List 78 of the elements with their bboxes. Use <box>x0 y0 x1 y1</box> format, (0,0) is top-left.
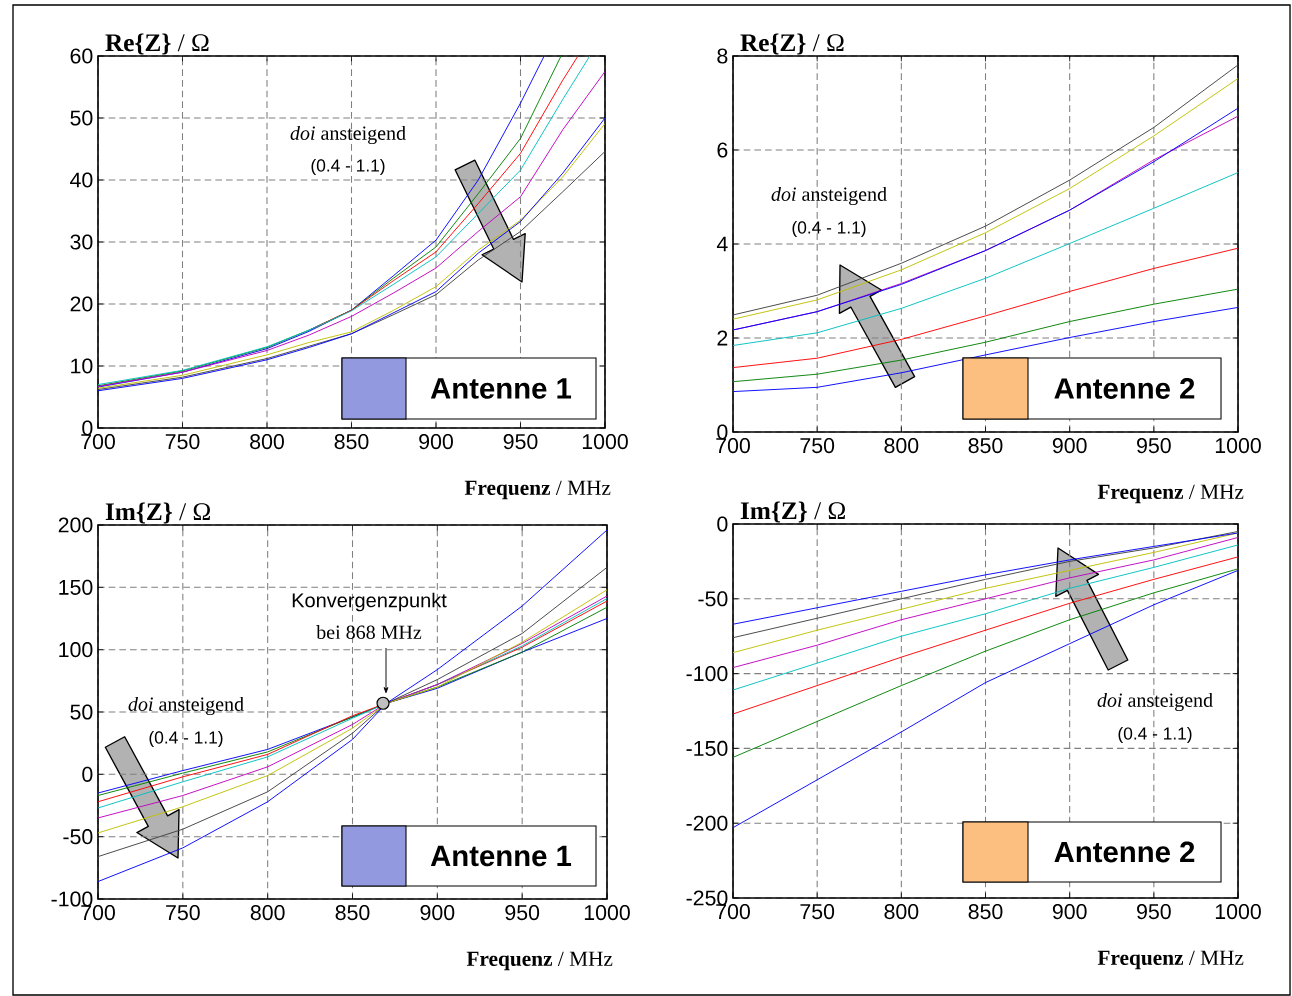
annotation: doi ansteigend <box>290 125 406 145</box>
x-tick-label: 700 <box>81 905 115 921</box>
x-tick-label: 750 <box>166 905 200 921</box>
x-tick-label: 1000 <box>584 905 630 921</box>
y-tick-label: 200 <box>58 517 93 533</box>
x-tick-label: 800 <box>884 904 919 920</box>
line-series <box>98 529 607 883</box>
y-tick-label: 6 <box>717 142 728 158</box>
x-tick-label: 800 <box>250 905 285 921</box>
x-tick-label: 1000 <box>582 434 628 450</box>
x-tick-label: 1000 <box>1215 904 1261 920</box>
x-tick-label: 850 <box>334 434 369 450</box>
x-axis-title: Frequenz / MHz <box>1097 484 1244 504</box>
x-tick-label: 800 <box>884 438 919 454</box>
y-tick-label: 50 <box>70 704 93 720</box>
x-axis-title: Frequenz / MHz <box>1097 950 1244 970</box>
y-tick-label: 60 <box>70 48 93 64</box>
x-tick-label: 850 <box>968 904 1003 920</box>
y-tick-label: -250 <box>686 890 728 906</box>
annotation: bei 868 MHz <box>316 624 422 640</box>
y-tick-label: -50 <box>63 829 93 845</box>
x-tick-label: 700 <box>716 438 750 454</box>
x-tick-label: 900 <box>1052 438 1087 454</box>
y-tick-label: -200 <box>686 815 728 831</box>
y-tick-label: 0 <box>717 424 728 440</box>
y-tick-label: 20 <box>70 296 93 312</box>
y-tick-label: 8 <box>717 48 728 64</box>
annotation: Konvergenzpunkt <box>292 592 447 612</box>
x-tick-label: 950 <box>505 905 540 921</box>
annotation: Antenne 1 <box>430 378 572 399</box>
x-tick-label: 750 <box>800 438 835 454</box>
y-tick-label: 150 <box>59 579 93 595</box>
y-tick-label: -50 <box>698 591 728 607</box>
annotation: (0.4 - 1.1) <box>311 158 385 176</box>
annotation: Antenne 1 <box>430 845 572 867</box>
annotation: Antenne 2 <box>1054 378 1195 399</box>
y-axis-title: Re{Z} / Ω <box>105 33 209 55</box>
y-axis-title: Im{Z} / Ω <box>105 502 210 524</box>
y-tick-label: 0 <box>82 766 93 782</box>
x-tick-label: 900 <box>419 434 453 450</box>
x-axis-title: Frequenz / MHz <box>466 951 613 971</box>
annotation: doi ansteigend <box>771 186 887 206</box>
y-tick-label: 40 <box>70 172 93 188</box>
y-tick-label: 2 <box>717 330 728 346</box>
x-tick-label: 900 <box>1052 904 1087 920</box>
y-tick-label: 10 <box>71 358 93 374</box>
annotation: Antenne 2 <box>1054 841 1195 863</box>
x-tick-label: 800 <box>250 434 284 450</box>
y-tick-label: 30 <box>70 234 93 250</box>
line-series <box>733 172 1239 346</box>
x-tick-label: 700 <box>81 434 115 450</box>
x-tick-label: 900 <box>420 905 455 921</box>
y-tick-label: -100 <box>51 891 93 907</box>
x-tick-label: 700 <box>716 904 750 920</box>
y-tick-label: 100 <box>59 642 93 658</box>
x-tick-label: 950 <box>1137 904 1171 920</box>
x-tick-label: 950 <box>503 434 538 450</box>
annotation: (0.4 - 1.1) <box>1118 726 1192 744</box>
y-tick-label: 0 <box>82 420 93 436</box>
y-axis-title: Im{Z} / Ω <box>740 501 845 523</box>
annotation: (0.4 - 1.1) <box>149 730 223 748</box>
y-tick-label: 0 <box>717 516 728 532</box>
x-tick-label: 750 <box>800 904 835 920</box>
x-axis-title: Frequenz / MHz <box>464 480 611 500</box>
y-tick-label: 50 <box>70 110 93 126</box>
annotation: doi ansteigend <box>128 696 244 716</box>
y-tick-label: -100 <box>686 666 728 682</box>
x-tick-label: 950 <box>1137 438 1171 454</box>
y-axis-title: Re{Z} / Ω <box>740 33 844 55</box>
x-tick-label: 750 <box>165 434 200 450</box>
line-series <box>733 247 1239 369</box>
x-tick-label: 1000 <box>1215 438 1261 454</box>
y-tick-label: -150 <box>686 740 728 756</box>
x-tick-label: 850 <box>968 438 1003 454</box>
annotation: (0.4 - 1.1) <box>792 220 866 238</box>
annotation: doi ansteigend <box>1097 692 1213 712</box>
y-tick-label: 4 <box>716 236 728 252</box>
x-tick-label: 850 <box>335 905 370 921</box>
